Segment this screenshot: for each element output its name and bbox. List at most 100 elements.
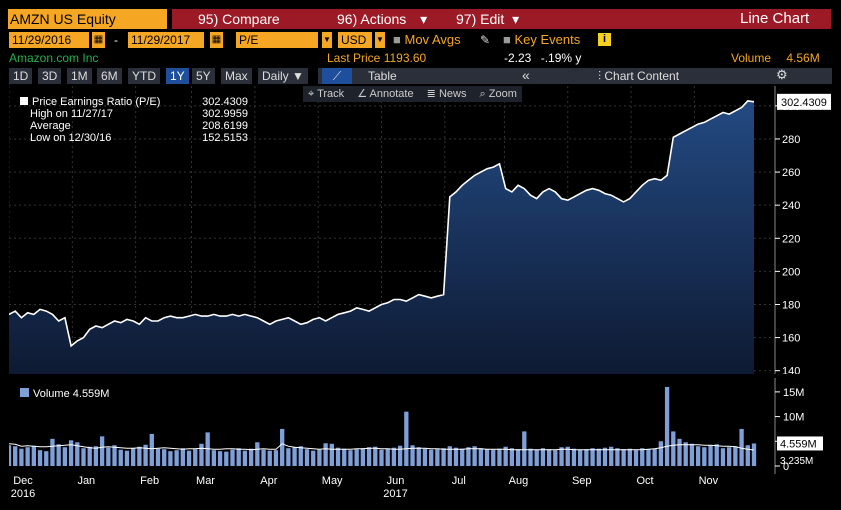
volume-bar [81,448,86,466]
period-max[interactable]: Max [221,68,252,84]
volume-bar [727,447,732,466]
end-calendar-icon[interactable]: ▦ [210,32,223,48]
y-tick-label: 140 [782,366,800,374]
volume-bar [447,446,452,466]
volume-value-label: 4.559M [780,438,817,450]
volume-bar [422,448,428,466]
volume-bar [720,448,726,466]
volume-bar [565,446,570,466]
line-chart-icon[interactable]: ⟋ [322,68,352,84]
mov-avgs-label: Mov Avgs [404,32,461,47]
series-swatch [20,97,28,105]
period-1d[interactable]: 1D [9,68,33,84]
track-tool[interactable]: ⌖ Track [303,88,349,100]
volume-bar [559,447,564,466]
volume-bar [329,443,334,466]
legend-series-name: Price Earnings Ratio (P/E) [32,96,161,108]
volume-bar [652,448,657,466]
volume-bar [205,432,210,466]
actions-dropdown-icon: ▾ [420,11,428,27]
start-date-input[interactable]: 11/29/2016 [9,32,89,48]
x-tick-label: Apr [260,475,278,487]
legend-average-label: Average [30,120,71,132]
volume-bar [217,451,223,466]
period-5y[interactable]: 5Y [192,68,215,84]
end-date-input[interactable]: 11/29/2017 [128,32,204,48]
field-input[interactable]: P/E [236,32,318,48]
volume-bar [751,443,757,466]
key-events-toggle[interactable]: ■ Key Events [503,32,580,48]
volume-bar [311,450,316,466]
volume-bar [335,447,341,466]
frequency-select[interactable]: Daily ▼ [258,68,308,84]
volume-bar [56,444,61,466]
volume-bar [515,449,521,466]
legend-average-value: 208.6199 [202,120,248,132]
volume-bar [273,450,279,466]
pencil-icon: ∠ [357,88,368,100]
volume-bar [106,447,111,466]
pencil-icon[interactable]: ✎ [480,33,491,47]
volume-bar [373,446,378,466]
volume-bar [546,449,552,466]
x-tick-label: May [321,475,343,487]
volume-bar [391,447,397,466]
period-ytd[interactable]: YTD [128,68,160,84]
zoom-tool[interactable]: ⌕ Zoom [475,88,522,100]
volume-bar [664,386,670,466]
field-dropdown-icon[interactable]: ▼ [322,32,332,48]
actions-menu[interactable]: 96) Actions ▾ [337,9,427,29]
volume-bar [62,447,68,466]
volume-bar [174,450,179,466]
volume-bar [503,446,508,466]
legend-low: Low on 12/30/16 152.5153 [20,132,248,144]
volume-bar [118,449,123,466]
volume-bar [323,443,328,466]
volume-bar [19,448,24,466]
compare-menu-number: 95) [198,11,219,27]
volume-bar [360,448,366,466]
collapse-icon[interactable]: « [522,67,530,83]
volume-bar [280,428,285,466]
volume-bar [714,444,719,466]
checkbox-icon: ■ [393,32,401,47]
volume-bar [453,447,459,466]
annotate-tool[interactable]: ∠ Annotate [352,88,418,100]
volume-bar [292,447,297,466]
ticker-field[interactable]: AMZN US Equity [8,9,167,29]
volume-bar [50,438,55,466]
volume-bar [236,448,241,466]
currency-select[interactable]: USD [338,32,372,48]
legend-series[interactable]: Price Earnings Ratio (P/E) 302.4309 [20,96,248,108]
pe-ratio-chart: 140160180200220240260280300302.4309 [9,86,831,374]
edit-menu[interactable]: 97) Edit ▾ [456,9,519,29]
x-tick-label: Jan [77,475,96,487]
volume-bar [695,446,701,466]
key-events-label: Key Events [514,32,581,47]
volume-bar [497,448,502,466]
volume-bar [9,445,12,466]
start-calendar-icon[interactable]: ▦ [92,32,105,48]
legend-average: Average 208.6199 [20,120,248,132]
mov-avgs-toggle[interactable]: ■ Mov Avgs [393,32,461,48]
info-icon[interactable]: i [598,33,611,46]
chart-type-label[interactable]: Line Chart [740,10,810,27]
currency-dropdown-icon[interactable]: ▼ [375,32,385,48]
volume-bar [627,448,632,466]
period-6m[interactable]: 6M [97,68,122,84]
table-button[interactable]: Table [368,69,397,83]
period-1y[interactable]: 1Y [166,68,189,84]
chart-content-button[interactable]: ⫶ Chart Content [598,68,679,84]
volume-bar [143,444,148,466]
period-1m[interactable]: 1M [67,68,92,84]
legend-low-value: 152.5153 [202,132,248,144]
news-tool[interactable]: ≣ News [422,88,472,100]
crosshair-icon: ⌖ [308,88,315,100]
volume-legend[interactable]: Volume 4.559M [20,388,109,400]
compare-menu[interactable]: 95) Compare [198,9,280,29]
settings-gear-icon[interactable]: ⚙ [776,67,788,82]
volume-bar [211,450,217,466]
edit-menu-number: 97) [456,11,477,27]
y-tick-label: 260 [782,167,800,179]
period-3d[interactable]: 3D [38,68,62,84]
